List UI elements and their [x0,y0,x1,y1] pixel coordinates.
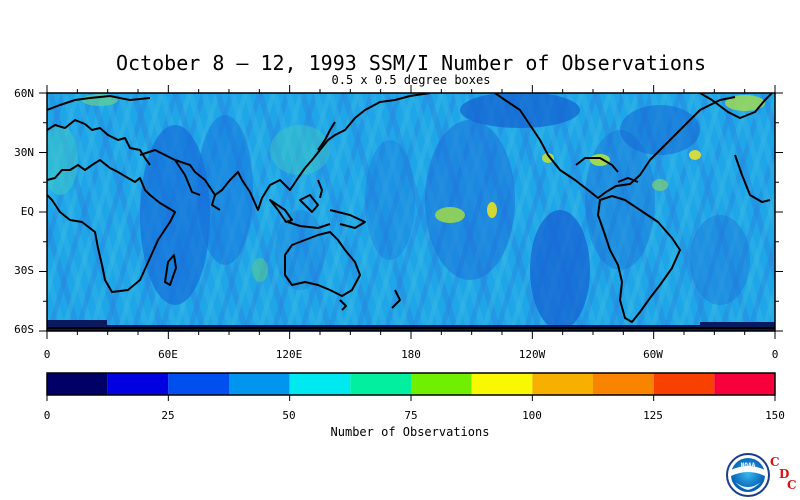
logo-letter-c2: C [787,478,797,492]
colorbar-segment [471,373,533,395]
lat-label-60s: 60S [14,323,34,336]
axis-ticks [39,85,783,339]
colorbar-tick-125: 125 [643,409,663,422]
logo-letter-c1: C [770,455,780,469]
coastlines [47,93,775,329]
lon-label-0-right: 0 [771,348,779,361]
lon-label-60w: 60W [643,348,663,361]
lat-label-60n: 60N [14,87,34,100]
lon-label-60e: 60E [158,348,178,361]
colorbar-segment [289,373,351,395]
colorbar-tick-0: 0 [43,409,51,422]
colorbar-segment [168,373,229,395]
colorbar-segment [532,373,593,395]
colorbar [46,372,776,401]
colorbar-segment [714,373,775,395]
lon-label-180: 180 [401,348,421,361]
colorbar-segment [229,373,290,395]
colorbar-title: Number of Observations [330,425,490,439]
colorbar-segment [411,373,472,395]
colorbar-segment [593,373,654,395]
colorbar-segment [350,373,411,395]
noaa-logo [726,453,770,497]
colorbar-segment [47,373,108,395]
colorbar-segment [107,373,169,395]
logo-letter-d: D [779,467,790,481]
lat-label-eq: EQ [20,205,34,218]
colorbar-tick-75: 75 [404,409,418,422]
lon-label-120e: 120E [275,348,303,361]
map-subtitle: 0.5 x 0.5 degree boxes [331,73,491,87]
colorbar-tick-100: 100 [522,409,542,422]
colorbar-tick-25: 25 [161,409,175,422]
lon-label-120w: 120W [518,348,546,361]
colorbar-tick-150: 150 [765,409,785,422]
colorbar-tick-50: 50 [282,409,296,422]
colorbar-segment [653,373,715,395]
lat-label-30n: 30N [14,146,34,159]
lat-label-30s: 30S [14,264,34,277]
map-title: October 8 – 12, 1993 SSM/I Number of Obs… [115,51,706,75]
lon-label-0-left: 0 [43,348,51,361]
logo-emblem-text: NOAA [740,462,756,469]
observation-field [47,93,775,331]
